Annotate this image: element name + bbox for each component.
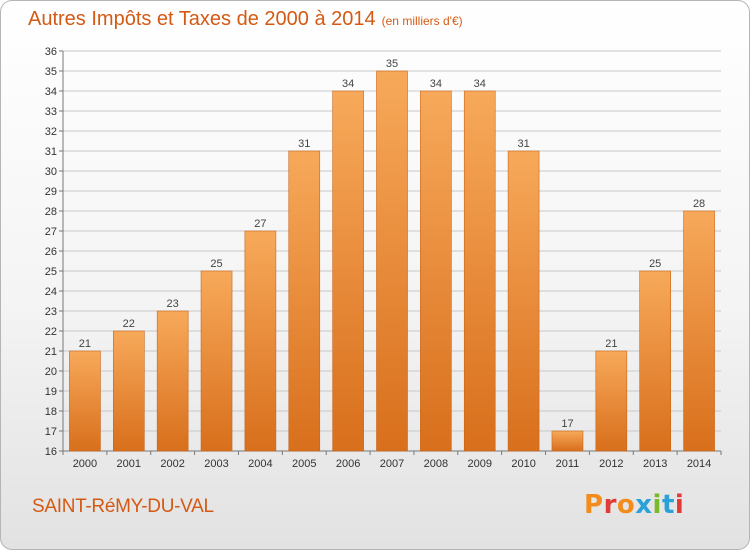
bar-2001	[113, 330, 145, 452]
y-tick-label: 35	[45, 66, 57, 78]
bar-value-label: 17	[561, 418, 573, 430]
x-tick-label: 2005	[292, 458, 316, 470]
logo-letter: P	[584, 490, 604, 520]
logo-letter: x	[635, 490, 653, 520]
y-tick-label: 33	[45, 106, 57, 118]
x-tick-label: 2012	[599, 458, 623, 470]
bar-2007	[376, 70, 408, 452]
y-tick-label: 36	[45, 46, 57, 58]
chart-title-text: Autres Impôts et Taxes de 2000 à 2014	[28, 8, 376, 30]
bar-value-label: 31	[517, 138, 529, 150]
y-tick-label: 31	[45, 146, 57, 158]
logo-letter: i	[652, 490, 662, 520]
bar-2014	[683, 210, 715, 452]
bar-value-label: 34	[430, 78, 442, 90]
y-tick-label: 21	[45, 346, 57, 358]
y-tick-label: 18	[45, 406, 57, 418]
y-tick-label: 28	[45, 206, 57, 218]
x-tick-label: 2008	[424, 458, 448, 470]
y-tick-label: 22	[45, 326, 57, 338]
x-tick-label: 2010	[511, 458, 535, 470]
bar-2013	[639, 270, 672, 452]
bar-value-label: 21	[79, 338, 91, 350]
bar-2005	[288, 150, 321, 452]
x-tick-label: 2002	[160, 458, 184, 470]
x-tick-label: 2003	[204, 458, 228, 470]
y-tick-label: 34	[45, 86, 57, 98]
bar-2003	[200, 270, 233, 452]
x-tick-label: 2011	[556, 458, 580, 470]
logo-letter: t	[661, 490, 675, 520]
y-tick-label: 30	[45, 166, 57, 178]
logo-letter: i	[674, 490, 685, 520]
x-tick-label: 2004	[248, 458, 272, 470]
y-tick-label: 26	[45, 246, 57, 258]
y-tick-label: 29	[45, 186, 57, 198]
bar-value-label: 22	[123, 318, 135, 330]
y-tick-label: 20	[45, 366, 57, 378]
bar-2012	[595, 350, 628, 452]
bar-2011	[551, 430, 584, 452]
labels: 16 17 18 19 20 21 22 23 24 25 26 27 28 29 30 31 32 33 34 35…	[45, 46, 712, 470]
bar-value-label: 35	[386, 58, 398, 70]
x-tick-label: 2009	[467, 458, 491, 470]
bar-value-label: 21	[605, 338, 617, 350]
x-tick-label: 2014	[687, 458, 711, 470]
bar-2006	[332, 90, 364, 452]
chart-title-unit: (en milliers d'€)	[381, 14, 463, 28]
bar-2010	[507, 150, 540, 452]
y-tick-label: 19	[45, 386, 57, 398]
bar-2009	[463, 90, 496, 452]
y-tick-label: 16	[45, 446, 57, 458]
bar-value-label: 27	[254, 218, 266, 230]
bars	[69, 70, 715, 452]
y-tick-label: 25	[45, 266, 57, 278]
y-tick-label: 23	[45, 306, 57, 318]
chart-title: Autres Impôts et Taxes de 2000 à 2014 (en…	[28, 8, 463, 31]
logo-letter: o	[616, 490, 636, 520]
x-tick-label: 2006	[336, 458, 360, 470]
y-tick-label: 27	[45, 226, 57, 238]
x-tick-label: 2007	[380, 458, 404, 470]
bar-value-label: 34	[474, 78, 486, 90]
bar-2008	[420, 90, 452, 452]
x-tick-label: 2013	[643, 458, 667, 470]
y-tick-label: 24	[45, 286, 57, 298]
bar-value-label: 25	[649, 258, 661, 270]
bar-2002	[156, 310, 189, 452]
x-tick-label: 2001	[117, 458, 141, 470]
proxiti-logo: Proxiti	[584, 490, 684, 520]
bar-2000	[69, 350, 101, 452]
bar-value-label: 25	[210, 258, 222, 270]
bar-value-label: 31	[298, 138, 310, 150]
bar-value-label: 34	[342, 78, 354, 90]
bar-value-label: 23	[167, 298, 179, 310]
bar-2004	[244, 230, 277, 452]
town-name: SAINT-RéMY-DU-VAL	[32, 496, 214, 517]
bar-value-label: 28	[693, 198, 705, 210]
y-tick-label: 17	[45, 426, 57, 438]
y-tick-label: 32	[45, 126, 57, 138]
x-tick-label: 2000	[73, 458, 97, 470]
logo-letter: r	[603, 490, 617, 520]
